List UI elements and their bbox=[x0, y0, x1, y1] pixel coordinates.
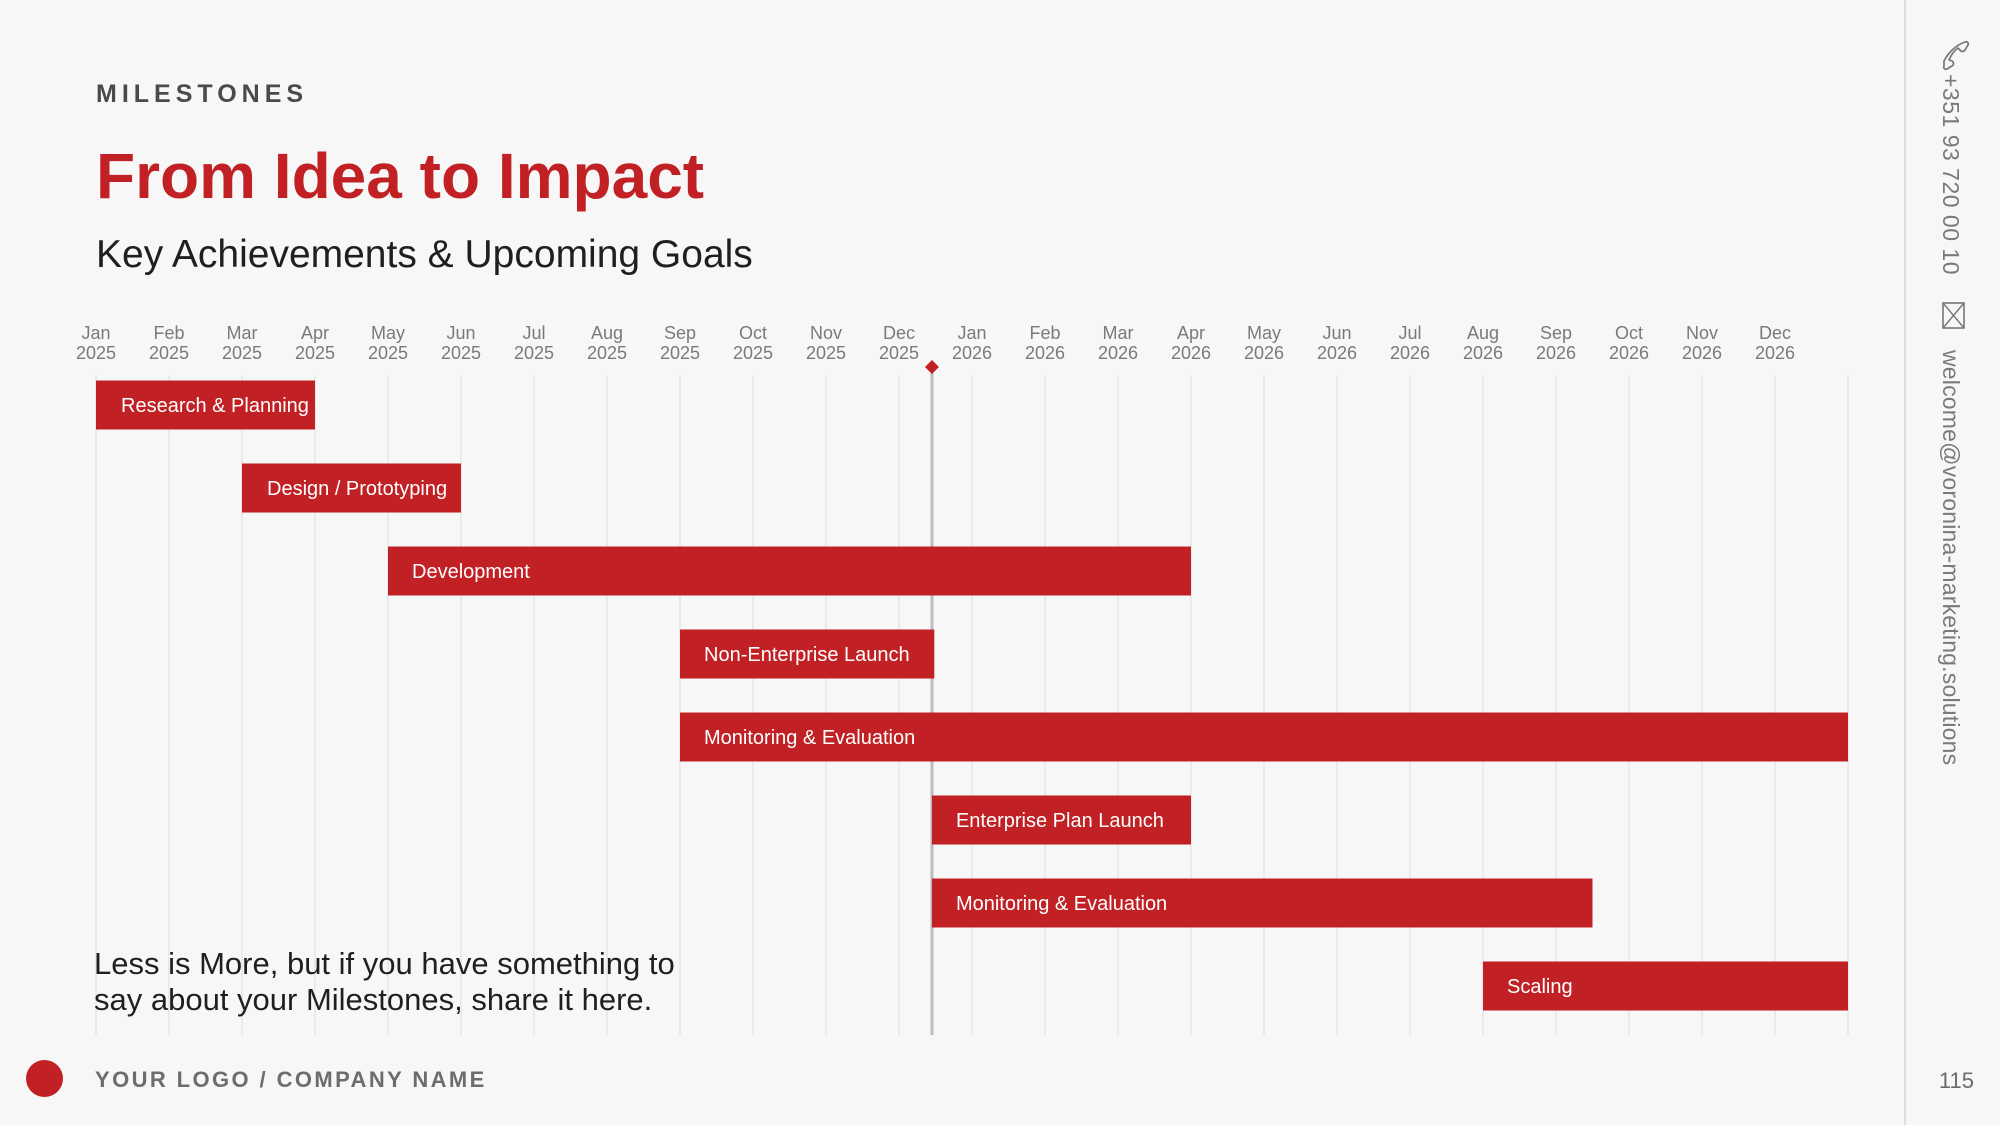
month-tick-label: Nov bbox=[810, 323, 842, 343]
year-tick-label: 2026 bbox=[1609, 343, 1649, 363]
phone-number: +351 93 720 00 10 bbox=[1938, 74, 1964, 275]
month-tick-label: Jul bbox=[522, 323, 545, 343]
red-dot-logo-icon bbox=[26, 1060, 63, 1097]
today-diamond-icon bbox=[924, 360, 939, 374]
milestone-bar bbox=[931, 795, 1191, 845]
year-tick-label: 2026 bbox=[1098, 343, 1138, 363]
milestone-bar-label: Monitoring & Evaluation bbox=[704, 727, 915, 749]
year-tick-label: 2026 bbox=[1390, 343, 1430, 363]
milestone-bar-label: Scaling bbox=[1507, 976, 1573, 998]
year-tick-label: 2025 bbox=[149, 343, 189, 363]
month-tick-label: May bbox=[1247, 323, 1281, 343]
today-marker-layer bbox=[924, 360, 939, 1035]
section-label: MILESTONES bbox=[96, 80, 309, 108]
email-address: welcome@voronina-marketing.solutions bbox=[1938, 350, 1964, 766]
year-tick-label: 2026 bbox=[1755, 343, 1795, 363]
mail-icon bbox=[1942, 302, 1965, 329]
timeline-month-labels: Jan2025Feb2025Mar2025Apr2025May2025Jun20… bbox=[76, 323, 1795, 363]
milestone-bar bbox=[680, 712, 1848, 762]
month-tick-label: Jan bbox=[81, 323, 110, 343]
milestone-bar-label: Development bbox=[412, 561, 530, 583]
milestone-bar bbox=[680, 629, 935, 679]
month-tick-label: Sep bbox=[1540, 323, 1572, 343]
milestone-bar-label: Design / Prototyping bbox=[267, 478, 447, 500]
milestone-bar bbox=[931, 878, 1593, 928]
month-tick-label: Mar bbox=[1103, 323, 1134, 343]
year-tick-label: 2025 bbox=[587, 343, 627, 363]
page-title: From Idea to Impact bbox=[96, 140, 705, 212]
year-tick-label: 2025 bbox=[879, 343, 919, 363]
month-tick-label: Aug bbox=[1467, 323, 1499, 343]
milestones-note: Less is More, but if you have something … bbox=[94, 946, 675, 1017]
contact-sidebar: +351 93 720 00 10 welcome@voronina-marke… bbox=[1904, 0, 2000, 1125]
page-number: 115 bbox=[1938, 1068, 1974, 1093]
milestone-bar-label: Non-Enterprise Launch bbox=[704, 644, 910, 666]
phone-icon bbox=[1942, 40, 1970, 71]
milestone-bar-label: Monitoring & Evaluation bbox=[956, 893, 1167, 915]
month-tick-label: Jun bbox=[446, 323, 475, 343]
month-tick-label: Aug bbox=[591, 323, 623, 343]
milestone-bar-label: Enterprise Plan Launch bbox=[956, 810, 1164, 832]
company-name: YOUR LOGO / COMPANY NAME bbox=[95, 1067, 487, 1092]
month-tick-label: Feb bbox=[1029, 323, 1060, 343]
month-tick-label: Jan bbox=[957, 323, 986, 343]
year-tick-label: 2025 bbox=[806, 343, 846, 363]
year-tick-label: 2025 bbox=[76, 343, 116, 363]
year-tick-label: 2025 bbox=[441, 343, 481, 363]
milestone-bar-label: Research & Planning bbox=[121, 395, 309, 417]
year-tick-label: 2026 bbox=[1171, 343, 1211, 363]
month-tick-label: Dec bbox=[1759, 323, 1791, 343]
month-tick-label: Sep bbox=[664, 323, 696, 343]
year-tick-label: 2026 bbox=[1536, 343, 1576, 363]
month-tick-label: Dec bbox=[883, 323, 915, 343]
month-tick-label: Nov bbox=[1686, 323, 1718, 343]
month-tick-label: Apr bbox=[301, 323, 329, 343]
year-tick-label: 2026 bbox=[952, 343, 992, 363]
milestone-bars: Research & Planning Design / Prototyping D… bbox=[96, 380, 1848, 1011]
year-tick-label: 2025 bbox=[295, 343, 335, 363]
month-tick-label: May bbox=[371, 323, 405, 343]
month-tick-label: Jul bbox=[1398, 323, 1421, 343]
month-tick-label: Feb bbox=[153, 323, 184, 343]
year-tick-label: 2026 bbox=[1463, 343, 1503, 363]
milestone-bar bbox=[242, 463, 461, 513]
month-tick-label: Oct bbox=[1615, 323, 1643, 343]
year-tick-label: 2026 bbox=[1317, 343, 1357, 363]
year-tick-label: 2026 bbox=[1025, 343, 1065, 363]
year-tick-label: 2026 bbox=[1244, 343, 1284, 363]
month-tick-label: Oct bbox=[739, 323, 767, 343]
milestone-bar bbox=[1483, 961, 1848, 1011]
year-tick-label: 2025 bbox=[733, 343, 773, 363]
year-tick-label: 2026 bbox=[1682, 343, 1722, 363]
month-tick-label: Jun bbox=[1322, 323, 1351, 343]
page-subtitle: Key Achievements & Upcoming Goals bbox=[96, 233, 753, 276]
month-tick-label: Mar bbox=[227, 323, 258, 343]
year-tick-label: 2025 bbox=[660, 343, 700, 363]
milestone-bar bbox=[96, 380, 315, 430]
year-tick-label: 2025 bbox=[368, 343, 408, 363]
year-tick-label: 2025 bbox=[222, 343, 262, 363]
year-tick-label: 2025 bbox=[514, 343, 554, 363]
month-tick-label: Apr bbox=[1177, 323, 1205, 343]
milestone-bar bbox=[388, 546, 1191, 596]
